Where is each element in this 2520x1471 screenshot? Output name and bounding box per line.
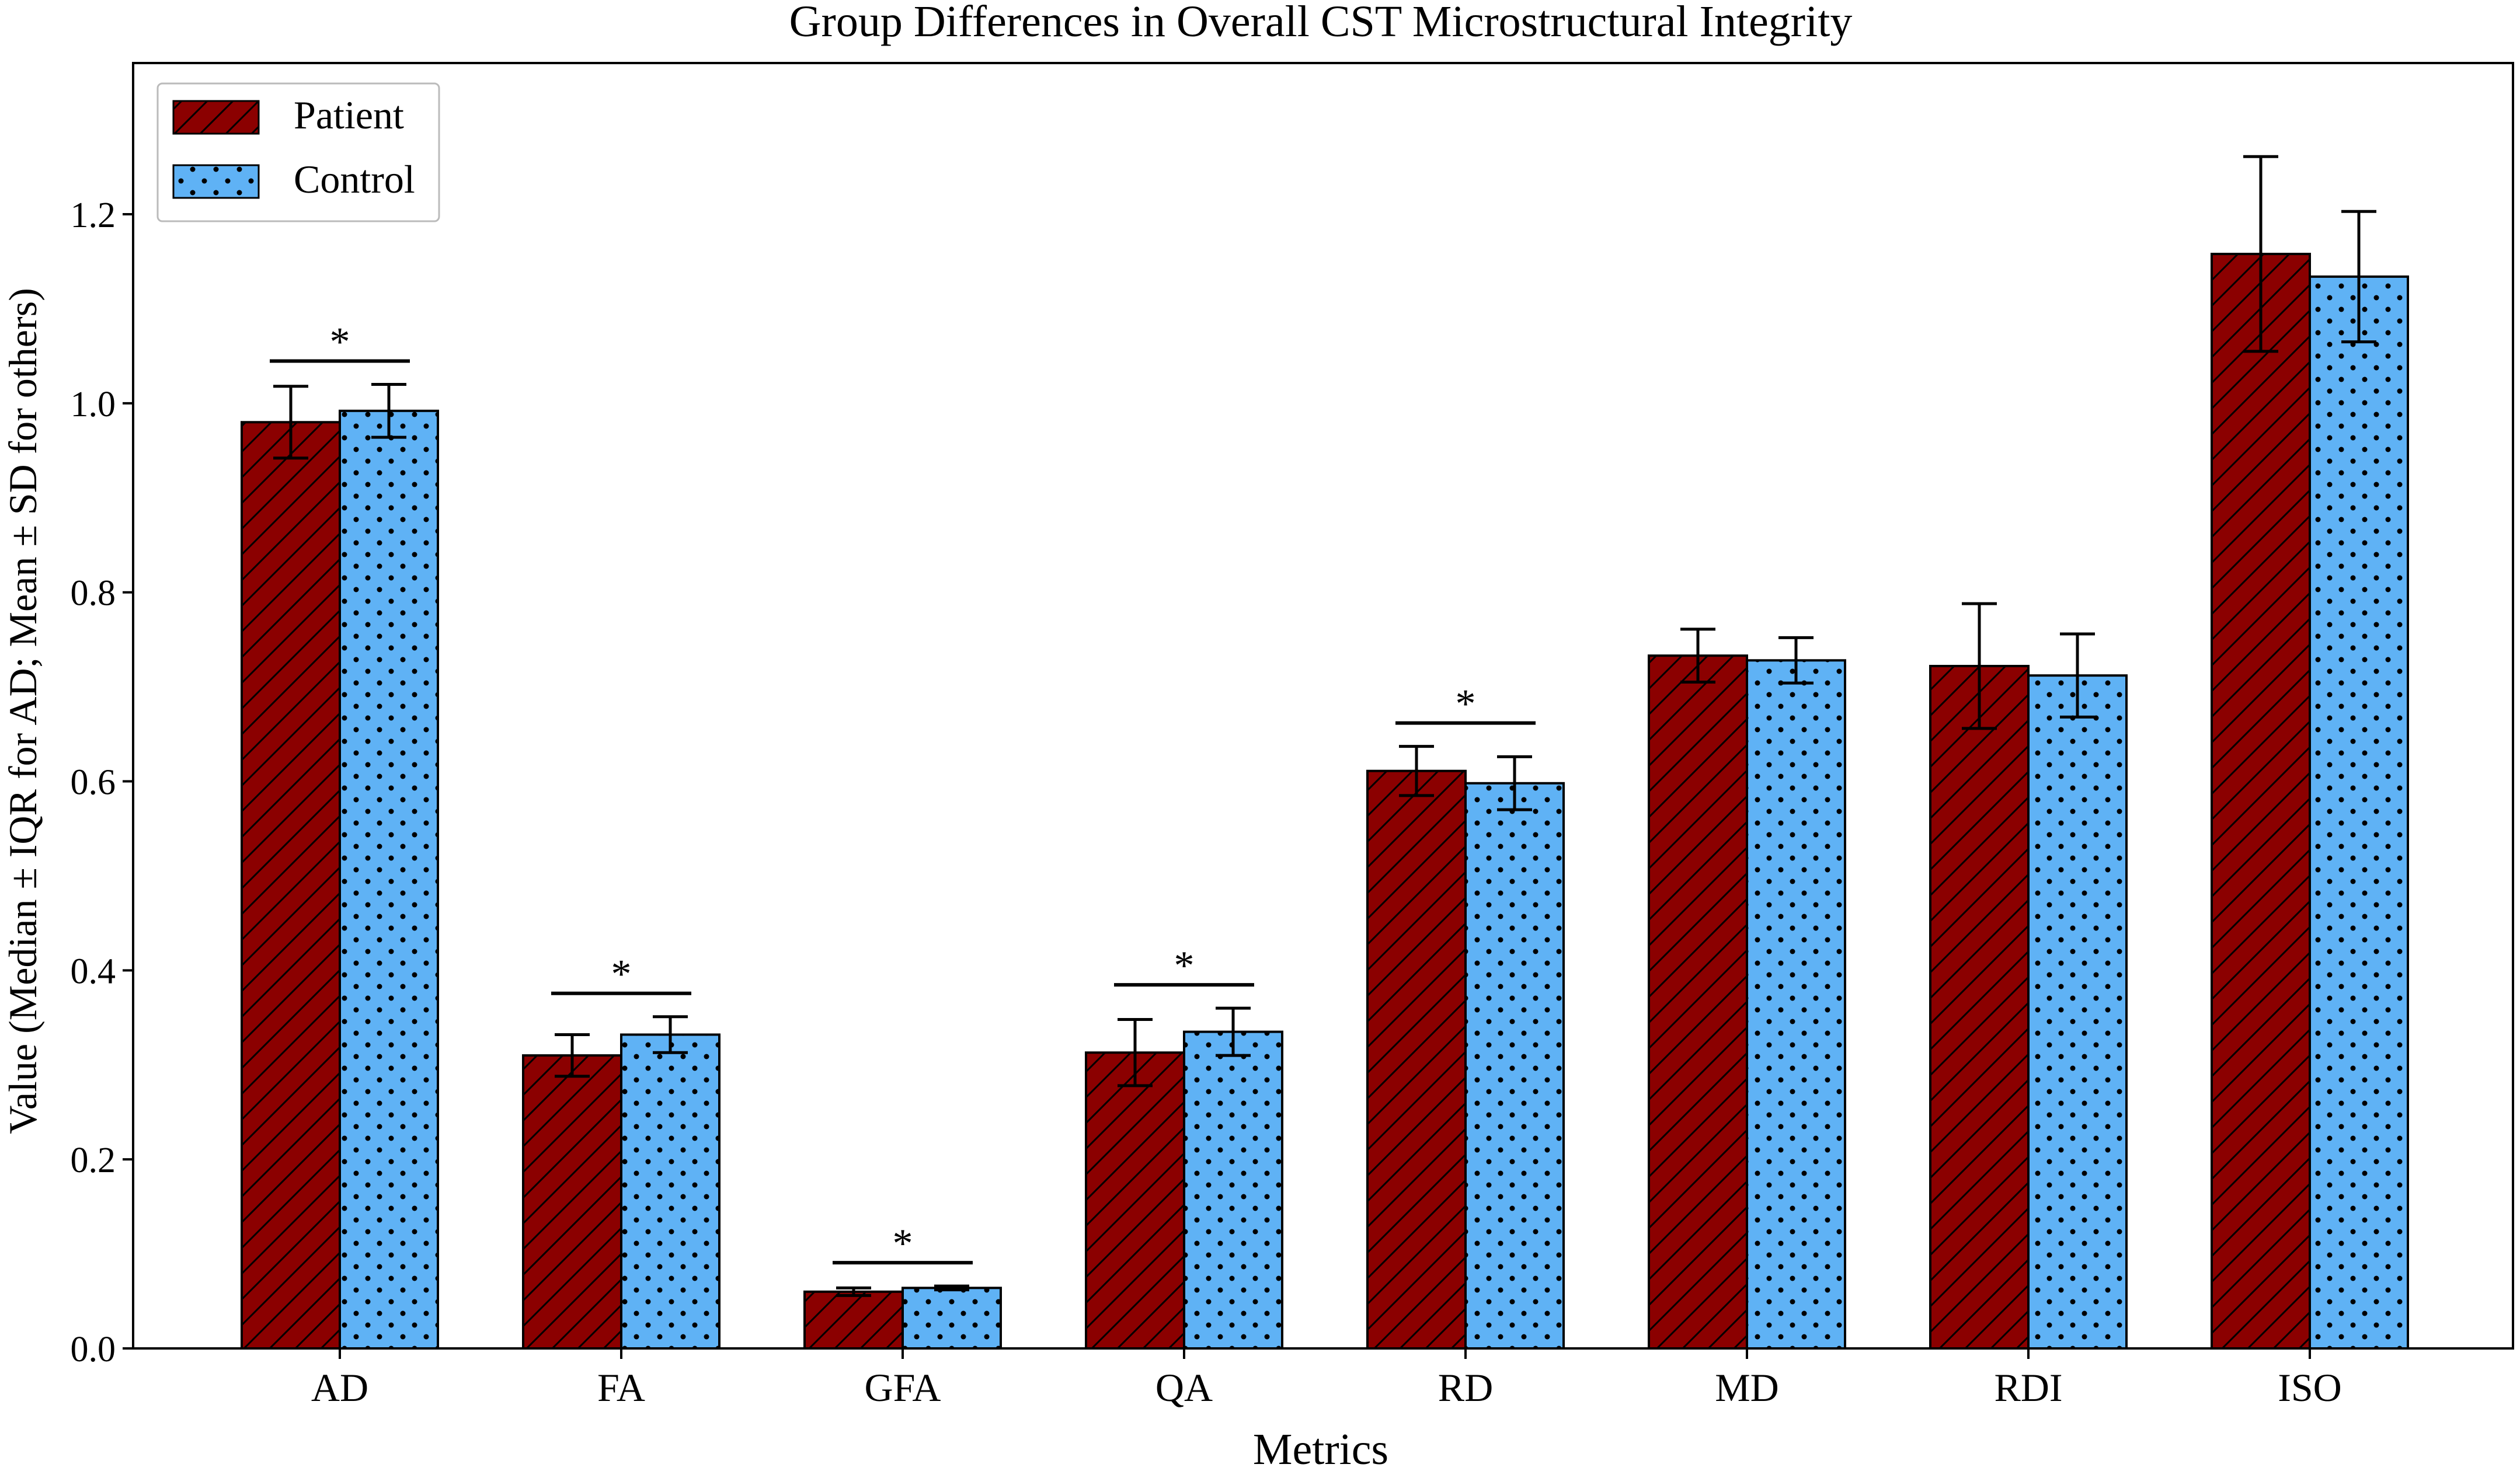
x-tick-label: GFA	[865, 1365, 941, 1410]
y-axis-label: Value (Median ± IQR for AD; Mean ± SD fo…	[1, 288, 45, 1134]
significance-marker: *	[330, 320, 350, 365]
bar-control-fa	[620, 1033, 721, 1350]
significance-marker: *	[893, 1221, 913, 1266]
legend-swatch-control	[172, 164, 260, 199]
bar-control-qa	[1183, 1030, 1283, 1350]
axes-frame	[132, 62, 2514, 1350]
legend: Patient Control	[156, 82, 440, 222]
bar-control-iso	[2309, 275, 2409, 1350]
x-tick-label: RDI	[1994, 1365, 2062, 1410]
bar-patient-md	[1648, 654, 1748, 1350]
legend-label-control: Control	[294, 157, 415, 201]
y-tick-label: 0.0	[71, 1330, 116, 1369]
legend-label-patient: Patient	[294, 93, 404, 137]
bar-control-rdi	[2027, 674, 2128, 1350]
y-tick-label: 0.8	[71, 574, 116, 614]
bar-patient-iso	[2211, 253, 2311, 1350]
bar-control-ad	[339, 409, 439, 1350]
bar-control-rd	[1464, 782, 1565, 1350]
bar-control-md	[1746, 659, 1846, 1350]
legend-swatch-patient	[172, 100, 260, 135]
y-tick-label: 1.0	[71, 385, 116, 424]
bar-patient-rdi	[1929, 664, 2030, 1350]
bar-patient-rd	[1366, 769, 1467, 1350]
bar-patient-ad	[241, 421, 341, 1350]
bar-patient-qa	[1085, 1051, 1185, 1350]
x-axis-label: Metrics	[1253, 1425, 1388, 1471]
x-tick-label: RD	[1438, 1365, 1493, 1410]
x-tick-label: MD	[1715, 1365, 1779, 1410]
x-tick-label: QA	[1155, 1365, 1213, 1410]
x-tick-label: FA	[597, 1365, 645, 1410]
plot-area: 0.0 0.2 0.4 0.6 0.8 1.0 1.2 AD FA GFA QA RD MD RDI ISO…	[71, 155, 2409, 1410]
y-tick-label: 0.2	[71, 1141, 116, 1180]
significance-marker: *	[1456, 682, 1476, 727]
bar-patient-gfa	[803, 1290, 904, 1350]
chart-title: Group Differences in Overall CST Microst…	[789, 0, 1853, 46]
y-tick-label: 1.2	[71, 196, 116, 235]
significance-marker: *	[611, 952, 632, 997]
significance-marker: *	[1174, 943, 1195, 988]
x-tick-label: ISO	[2278, 1365, 2342, 1410]
bar-patient-fa	[522, 1054, 622, 1350]
y-tick-label: 0.6	[71, 763, 116, 803]
y-tick-label: 0.4	[71, 951, 116, 991]
x-tick-label: AD	[311, 1365, 368, 1410]
bar-control-gfa	[902, 1287, 1002, 1350]
